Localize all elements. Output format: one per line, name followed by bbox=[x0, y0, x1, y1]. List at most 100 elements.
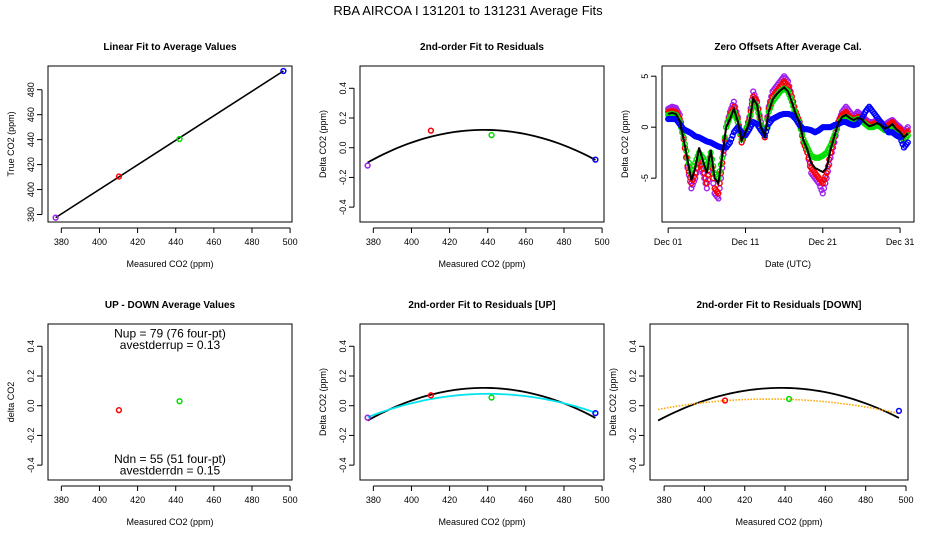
series-point bbox=[688, 180, 695, 187]
x-tick-label: 500 bbox=[595, 237, 610, 247]
x-tick-label: 500 bbox=[595, 495, 610, 505]
series-point bbox=[705, 171, 712, 178]
y-tick-label: -0.4 bbox=[628, 457, 638, 473]
series-point bbox=[822, 173, 829, 180]
x-tick-label: 440 bbox=[168, 237, 183, 247]
y-tick-label: 420 bbox=[26, 157, 36, 172]
data-point-blue bbox=[895, 407, 903, 415]
fit-line bbox=[55, 70, 284, 219]
x-tick-label: 500 bbox=[283, 237, 298, 247]
data-point-purple bbox=[364, 414, 371, 421]
x-tick-label: 380 bbox=[54, 495, 69, 505]
plot-area bbox=[364, 386, 599, 422]
series-point bbox=[715, 190, 722, 197]
x-axis-label: Date (UTC) bbox=[765, 259, 811, 269]
annotation: avestderrdn = 0.15 bbox=[120, 464, 221, 478]
x-tick-label: 460 bbox=[518, 495, 533, 505]
annotation: Nup = 79 (76 four-pt) bbox=[114, 326, 226, 340]
plot-area bbox=[364, 127, 599, 169]
y-tick-label: 0.0 bbox=[338, 399, 348, 412]
y-axis-label: True CO2 (ppm) bbox=[6, 111, 16, 176]
annotation: Ndn = 55 (51 four-pt) bbox=[114, 452, 226, 466]
curve-down-fit bbox=[657, 398, 900, 415]
panel-up-down: UP - DOWN Average Values 380 400 420 440 460 4… bbox=[6, 300, 298, 527]
plot-frame bbox=[661, 65, 915, 223]
data-point-red bbox=[427, 392, 435, 399]
y-axis-label: Delta CO2 (ppm) bbox=[608, 368, 618, 436]
panel-zero-offsets: Zero Offsets After Average Cal. Dec 01 Dec… bbox=[620, 42, 915, 269]
x-tick-label: 380 bbox=[366, 495, 381, 505]
data-point-red bbox=[115, 407, 123, 414]
data-point-green bbox=[488, 394, 495, 401]
x-tick-label: 440 bbox=[480, 237, 495, 247]
data-point-green bbox=[176, 135, 183, 143]
x-tick-label: 400 bbox=[92, 237, 107, 247]
x-tick-label: 420 bbox=[737, 495, 752, 505]
y-tick-label: 0.0 bbox=[628, 399, 638, 412]
curve-up-fit bbox=[367, 392, 596, 419]
x-tick-label: 480 bbox=[244, 495, 259, 505]
panel-residuals-up: 2nd-order Fit to Residuals [UP] 380 400 420… bbox=[318, 300, 610, 527]
y-axis-label: delta CO2 bbox=[6, 382, 16, 423]
y-tick-label: 460 bbox=[26, 107, 36, 122]
y-axis-label: Delta CO2 (ppm) bbox=[318, 110, 328, 178]
x-tick-label: 480 bbox=[556, 495, 571, 505]
series-point bbox=[710, 180, 717, 187]
data-point-blue bbox=[592, 409, 599, 417]
panel-title: 2nd-order Fit to Residuals [UP] bbox=[408, 300, 555, 311]
series-point bbox=[819, 180, 826, 187]
x-tick-label: 420 bbox=[442, 237, 457, 247]
series-line bbox=[667, 86, 909, 186]
y-axis-label: Delta CO2 (ppm) bbox=[318, 368, 328, 436]
x-tick-label: 460 bbox=[206, 495, 221, 505]
y-tick-label: 0.4 bbox=[338, 82, 348, 95]
panel-title: Zero Offsets After Average Cal. bbox=[714, 42, 861, 53]
y-tick-label: -0.2 bbox=[628, 428, 638, 444]
series-point bbox=[729, 132, 736, 139]
plot-area bbox=[665, 73, 911, 202]
series-point bbox=[898, 137, 905, 144]
y-tick-label: 0.4 bbox=[26, 340, 36, 353]
y-tick-label: -0.4 bbox=[338, 457, 348, 473]
x-tick-label: 500 bbox=[283, 495, 298, 505]
curve-fit bbox=[367, 128, 596, 164]
panel-title: Linear Fit to Average Values bbox=[103, 42, 237, 53]
annotation: avestderrup = 0.13 bbox=[120, 338, 221, 352]
x-tick-label: 460 bbox=[518, 237, 533, 247]
y-tick-label: -0.4 bbox=[338, 199, 348, 215]
data-point-green bbox=[488, 131, 495, 139]
x-tick-label: 440 bbox=[480, 495, 495, 505]
figure-title: RBA AIRCOA I 131201 to 131231 Average Fi… bbox=[333, 3, 603, 18]
x-axis-label: Measured CO2 (ppm) bbox=[438, 517, 525, 527]
series-point bbox=[820, 176, 828, 183]
x-tick-label: 400 bbox=[92, 495, 107, 505]
plot-frame bbox=[359, 323, 605, 481]
data-point-purple bbox=[52, 214, 59, 221]
x-tick-label: 500 bbox=[898, 495, 913, 505]
x-tick-label: 480 bbox=[244, 237, 259, 247]
curve-fit bbox=[657, 386, 900, 422]
panel-title: UP - DOWN Average Values bbox=[105, 300, 236, 311]
curve-fit bbox=[367, 386, 596, 422]
x-tick-label: Dec 01 bbox=[654, 237, 683, 247]
panel-residuals-fit: 2nd-order Fit to Residuals 380 400 420 440 46… bbox=[318, 42, 610, 269]
y-tick-label: 440 bbox=[26, 132, 36, 147]
x-axis-label: Measured CO2 (ppm) bbox=[126, 259, 213, 269]
x-tick-label: Dec 31 bbox=[886, 237, 915, 247]
x-axis-label: Measured CO2 (ppm) bbox=[438, 259, 525, 269]
y-tick-label: 0.4 bbox=[628, 340, 638, 353]
y-tick-label: -0.2 bbox=[338, 428, 348, 444]
y-tick-label: 0.0 bbox=[26, 399, 36, 412]
y-tick-label: 5 bbox=[640, 74, 650, 79]
panel-residuals-down: 2nd-order Fit to Residuals [DOWN] 380 400 4… bbox=[608, 300, 914, 527]
y-tick-label: 0.4 bbox=[338, 340, 348, 353]
y-tick-label: -0.4 bbox=[26, 457, 36, 473]
data-point-red bbox=[721, 397, 729, 404]
data-point-blue bbox=[592, 156, 599, 163]
series-point bbox=[904, 139, 911, 146]
plot-frame bbox=[649, 323, 909, 481]
x-tick-label: Dec 21 bbox=[809, 237, 838, 247]
y-tick-label: -0.2 bbox=[26, 428, 36, 444]
x-tick-label: 420 bbox=[442, 495, 457, 505]
